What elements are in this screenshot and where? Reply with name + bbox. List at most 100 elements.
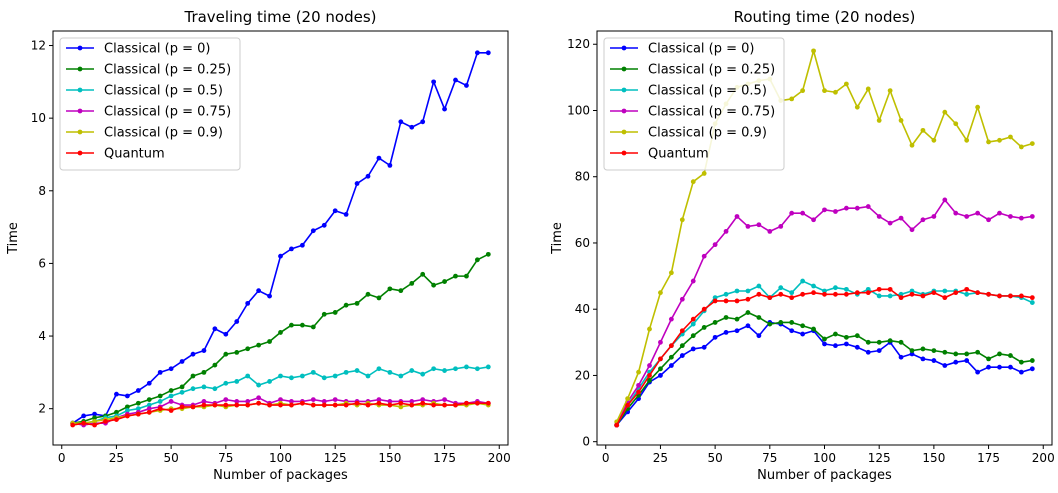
x-tick-label: 150 [922, 451, 945, 465]
data-point [442, 397, 447, 403]
data-point [614, 422, 620, 428]
data-point [942, 363, 948, 368]
data-point [114, 417, 119, 422]
data-point [179, 404, 185, 410]
data-point [756, 333, 762, 339]
data-point [464, 83, 469, 88]
data-point [146, 397, 152, 403]
x-tick-label: 200 [1032, 451, 1055, 465]
data-point [887, 220, 893, 226]
data-point [332, 373, 338, 379]
data-point [387, 399, 393, 404]
data-point [124, 413, 130, 419]
data-point [975, 290, 981, 296]
legend-item: Classical (p = 0.9) [66, 126, 223, 141]
data-point [81, 420, 87, 426]
chart-title: Traveling time (20 nodes) [183, 8, 376, 26]
data-point [289, 402, 294, 408]
data-point [234, 379, 240, 384]
legend-item: Classical (p = 0) [66, 42, 211, 57]
data-point [485, 251, 491, 257]
data-point [898, 291, 904, 297]
data-point [734, 316, 740, 322]
data-point [767, 295, 773, 301]
data-point [658, 356, 663, 362]
data-point [474, 400, 480, 406]
data-point [135, 388, 141, 393]
legend: Classical (p = 0) Classical (p = 0.25) Cla… [59, 37, 241, 171]
data-point [234, 319, 240, 324]
legend-item: Classical (p = 0) [610, 42, 755, 57]
data-point [679, 328, 685, 334]
data-point [986, 217, 991, 223]
data-point [431, 366, 437, 372]
traveling-time-chart: Traveling time (20 nodes) 0 25 50 75 100 125 15… [6, 8, 511, 483]
data-point [103, 418, 108, 424]
data-point [398, 119, 404, 125]
data-point [997, 364, 1002, 370]
data-point [647, 378, 652, 383]
legend-label: Classical (p = 0.9) [104, 126, 223, 141]
data-point [365, 173, 371, 179]
data-point [310, 324, 316, 330]
data-point [953, 121, 959, 127]
data-point [931, 137, 937, 143]
x-tick-label: 75 [218, 451, 233, 465]
data-point [625, 396, 631, 402]
legend-box [59, 37, 241, 171]
data-point [986, 364, 991, 370]
data-point [223, 351, 229, 357]
data-point [114, 409, 119, 415]
data-point [190, 404, 196, 410]
data-point [668, 363, 674, 368]
legend-label: Classical (p = 0.25) [648, 63, 775, 78]
data-point [876, 118, 882, 123]
data-point [409, 402, 415, 408]
data-point [679, 353, 685, 358]
data-point [398, 288, 404, 294]
legend-label: Classical (p = 0.5) [648, 84, 767, 99]
y-tick-label: 2 [38, 402, 46, 416]
data-point [964, 286, 970, 292]
data-point [854, 104, 860, 110]
x-tick-label: 125 [868, 451, 891, 465]
data-point [245, 399, 251, 404]
data-point [234, 349, 240, 355]
data-point [278, 397, 283, 403]
data-point [299, 400, 305, 406]
y-axis-label: Time [550, 222, 565, 255]
data-point [647, 326, 652, 332]
legend-swatch-marker [77, 45, 83, 51]
data-point [376, 155, 382, 161]
data-point [931, 358, 937, 363]
data-point [453, 366, 458, 372]
data-point [756, 291, 762, 297]
data-point [876, 214, 882, 219]
data-point [953, 351, 959, 357]
series-5 [70, 400, 491, 428]
data-point [365, 291, 371, 297]
data-point [474, 366, 480, 372]
data-point [723, 228, 729, 234]
data-point [920, 127, 926, 133]
legend-item: Classical (p = 0.75) [66, 105, 231, 120]
data-point [70, 422, 76, 428]
legend-swatch-marker [621, 150, 627, 156]
data-point [354, 300, 360, 306]
data-point [789, 328, 795, 334]
data-point [365, 373, 371, 379]
data-point [898, 118, 904, 123]
data-point [843, 286, 849, 292]
data-point [245, 373, 251, 379]
data-point [409, 399, 415, 404]
data-point [1008, 134, 1013, 140]
series-3 [614, 197, 1035, 428]
y-tick-label: 120 [567, 37, 590, 51]
data-point [931, 214, 937, 219]
data-point [442, 368, 447, 373]
data-point [267, 339, 272, 344]
data-point [179, 384, 185, 390]
data-point [887, 338, 893, 344]
data-point [909, 288, 915, 294]
